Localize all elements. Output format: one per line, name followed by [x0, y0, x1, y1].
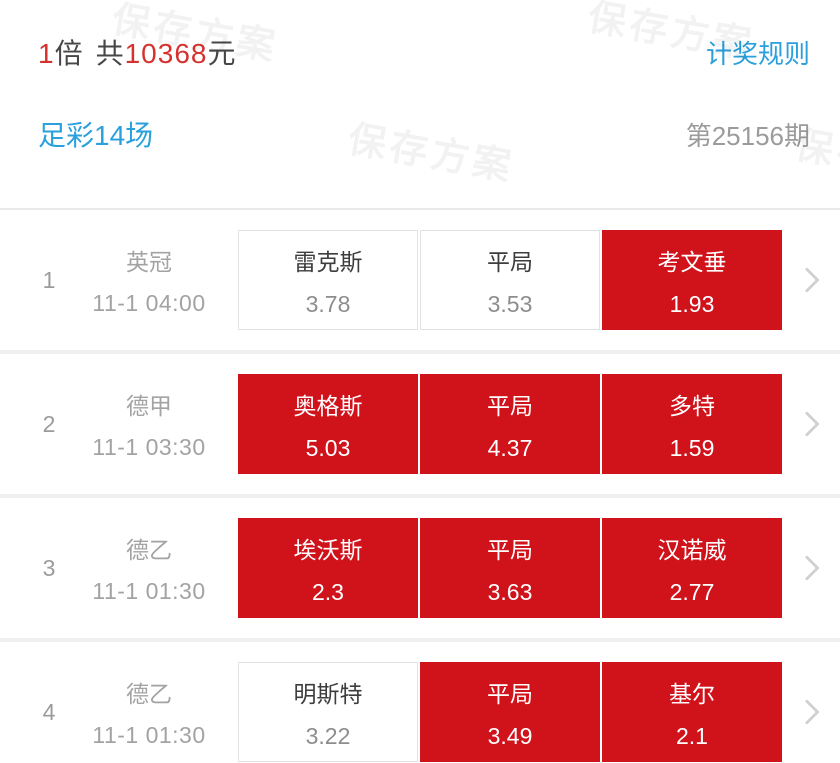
bet-options: 明斯特 3.22 平局 3.49 基尔 2.1 [238, 662, 782, 762]
match-row: 4 德乙 11-1 01:30 明斯特 3.22 平局 3.49 基尔 2.1 [0, 638, 840, 763]
match-index: 3 [42, 554, 56, 581]
match-time: 11-1 03:30 [92, 434, 206, 460]
issue-number: 第25156期 [685, 121, 810, 151]
bet-option-odds: 3.78 [305, 290, 351, 317]
bet-option-name: 平局 [487, 392, 533, 419]
bet-option-name: 平局 [487, 680, 533, 707]
match-league: 英冠 [126, 249, 172, 275]
bet-option-name: 平局 [487, 536, 533, 563]
total-prefix: 共 [95, 38, 125, 69]
match-list: 1 英冠 11-1 04:00 雷克斯 3.78 平局 3.53 考文垂 1.9… [0, 210, 840, 763]
multiplier-unit: 倍 [54, 38, 84, 69]
bet-option-odds: 2.3 [312, 578, 344, 605]
chevron-right-icon[interactable] [794, 555, 820, 581]
match-meta: 德乙 11-1 01:30 [60, 675, 238, 749]
match-row: 3 德乙 11-1 01:30 埃沃斯 2.3 平局 3.63 汉诺威 2.77 [0, 494, 840, 638]
match-row: 1 英冠 11-1 04:00 雷克斯 3.78 平局 3.53 考文垂 1.9… [0, 210, 840, 350]
bet-option[interactable]: 雷克斯 3.78 [238, 230, 418, 330]
lottery-type-label: 足彩14场 [38, 120, 154, 151]
bet-options: 奥格斯 5.03 平局 4.37 多特 1.59 [238, 374, 782, 474]
bet-option[interactable]: 明斯特 3.22 [238, 662, 418, 762]
bet-option[interactable]: 平局 3.49 [420, 662, 600, 762]
bet-option-name: 雷克斯 [293, 248, 363, 275]
match-meta: 德乙 11-1 01:30 [60, 531, 238, 605]
bet-option-name: 基尔 [669, 680, 715, 707]
bet-option-odds: 1.93 [669, 290, 715, 317]
match-time: 11-1 01:30 [92, 722, 206, 748]
header-divider [0, 208, 840, 210]
bet-option-odds: 3.49 [487, 722, 533, 749]
match-index: 1 [42, 266, 56, 293]
bet-option-name: 多特 [669, 392, 715, 419]
bet-option[interactable]: 埃沃斯 2.3 [238, 518, 418, 618]
bet-option-name: 考文垂 [657, 248, 727, 275]
bet-option[interactable]: 奥格斯 5.03 [238, 374, 418, 474]
match-time: 11-1 01:30 [92, 578, 206, 604]
bet-option[interactable]: 基尔 2.1 [602, 662, 782, 762]
bet-option-odds: 4.37 [487, 434, 533, 461]
bet-options: 雷克斯 3.78 平局 3.53 考文垂 1.93 [238, 230, 782, 330]
multiplier-value: 1 [38, 38, 55, 69]
bet-option-odds: 3.53 [487, 290, 533, 317]
match-meta: 德甲 11-1 03:30 [60, 387, 238, 461]
bet-option-name: 明斯特 [293, 680, 363, 707]
bet-option[interactable]: 考文垂 1.93 [602, 230, 782, 330]
bet-option[interactable]: 平局 4.37 [420, 374, 600, 474]
bet-option-odds: 3.63 [487, 578, 533, 605]
chevron-right-icon[interactable] [794, 267, 820, 293]
match-row: 2 德甲 11-1 03:30 奥格斯 5.03 平局 4.37 多特 1.59 [0, 350, 840, 494]
bet-option-name: 埃沃斯 [293, 536, 363, 563]
bet-option-name: 平局 [487, 248, 533, 275]
chevron-right-icon[interactable] [794, 411, 820, 437]
header: 1倍 共10368元 计奖规则 足彩14场 第25156期 [0, 0, 840, 154]
stake-summary: 1倍 共10368元 [38, 32, 237, 72]
bet-options: 埃沃斯 2.3 平局 3.63 汉诺威 2.77 [238, 518, 782, 618]
currency-unit: 元 [207, 38, 237, 69]
match-time: 11-1 04:00 [92, 290, 206, 316]
match-league: 德甲 [126, 393, 172, 419]
chevron-right-icon[interactable] [794, 699, 820, 725]
match-index: 2 [42, 410, 56, 437]
bet-option[interactable]: 多特 1.59 [602, 374, 782, 474]
total-amount: 10368 [124, 38, 208, 69]
bet-option-name: 奥格斯 [293, 392, 363, 419]
bet-option-odds: 2.1 [676, 722, 708, 749]
bet-option-name: 汉诺威 [657, 536, 727, 563]
prize-rules-link[interactable]: 计奖规则 [705, 39, 810, 69]
bet-option-odds: 2.77 [669, 578, 715, 605]
bet-option-odds: 3.22 [305, 722, 351, 749]
bet-option[interactable]: 平局 3.53 [420, 230, 600, 330]
match-league: 德乙 [126, 681, 172, 707]
bet-option[interactable]: 汉诺威 2.77 [602, 518, 782, 618]
match-league: 德乙 [126, 537, 172, 563]
bet-option[interactable]: 平局 3.63 [420, 518, 600, 618]
bet-option-odds: 5.03 [305, 434, 351, 461]
match-meta: 英冠 11-1 04:00 [60, 243, 238, 317]
bet-option-odds: 1.59 [669, 434, 715, 461]
match-index: 4 [42, 698, 56, 725]
